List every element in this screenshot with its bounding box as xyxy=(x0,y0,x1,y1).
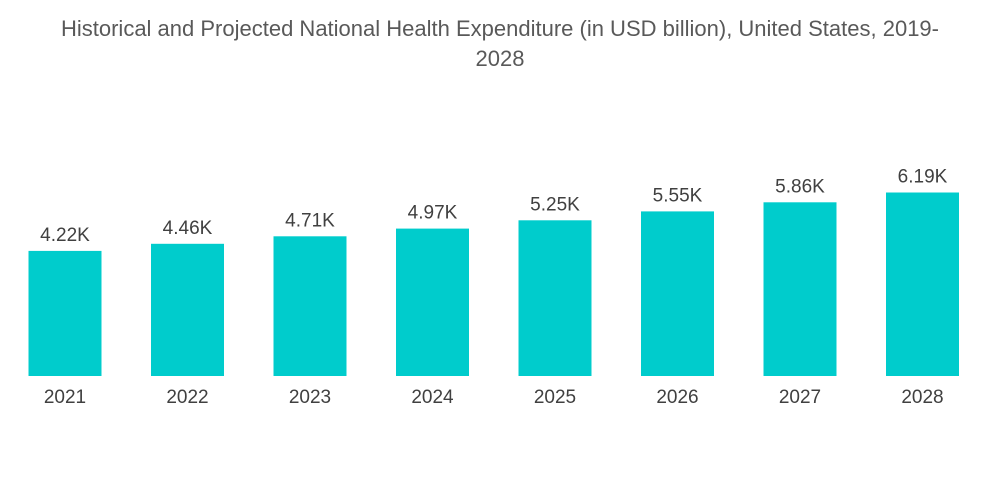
bar-2026 xyxy=(641,211,714,376)
x-tick-label-2021: 2021 xyxy=(44,387,86,408)
value-label-2021: 4.22K xyxy=(40,225,90,246)
bar-2028 xyxy=(886,192,959,376)
value-label-2028: 6.19K xyxy=(898,167,948,188)
bar-2021 xyxy=(28,250,102,376)
x-tick-label-2024: 2024 xyxy=(411,387,454,408)
value-label-2025: 5.25K xyxy=(530,194,580,215)
value-labels-layer: 4.22K 4.46K 4.71K 4.97K 5.25K 5.55K 5.86K 6.19K xyxy=(40,167,947,246)
x-tick-label-2025: 2025 xyxy=(534,387,576,408)
x-tick-label-2028: 2028 xyxy=(901,387,943,408)
bar-2022 xyxy=(151,243,224,376)
value-label-2026: 5.55K xyxy=(653,185,703,206)
bar-2025 xyxy=(518,220,592,376)
bar-2027 xyxy=(763,202,837,376)
x-axis-tick-labels: 2021 2022 2023 2024 2025 2026 2027 2028 xyxy=(44,387,944,408)
bars-layer xyxy=(28,192,959,376)
value-label-2024: 4.97K xyxy=(408,203,458,224)
value-label-2027: 5.86K xyxy=(775,176,825,197)
bar-2023 xyxy=(273,236,347,376)
x-tick-label-2023: 2023 xyxy=(289,387,331,408)
chart-title: Historical and Projected National Health… xyxy=(60,16,939,71)
x-tick-label-2027: 2027 xyxy=(779,387,821,408)
bar-2024 xyxy=(396,228,469,376)
x-tick-label-2026: 2026 xyxy=(656,387,698,408)
x-tick-label-2022: 2022 xyxy=(166,387,208,408)
value-label-2022: 4.46K xyxy=(163,218,213,239)
value-label-2023: 4.71K xyxy=(285,210,335,231)
